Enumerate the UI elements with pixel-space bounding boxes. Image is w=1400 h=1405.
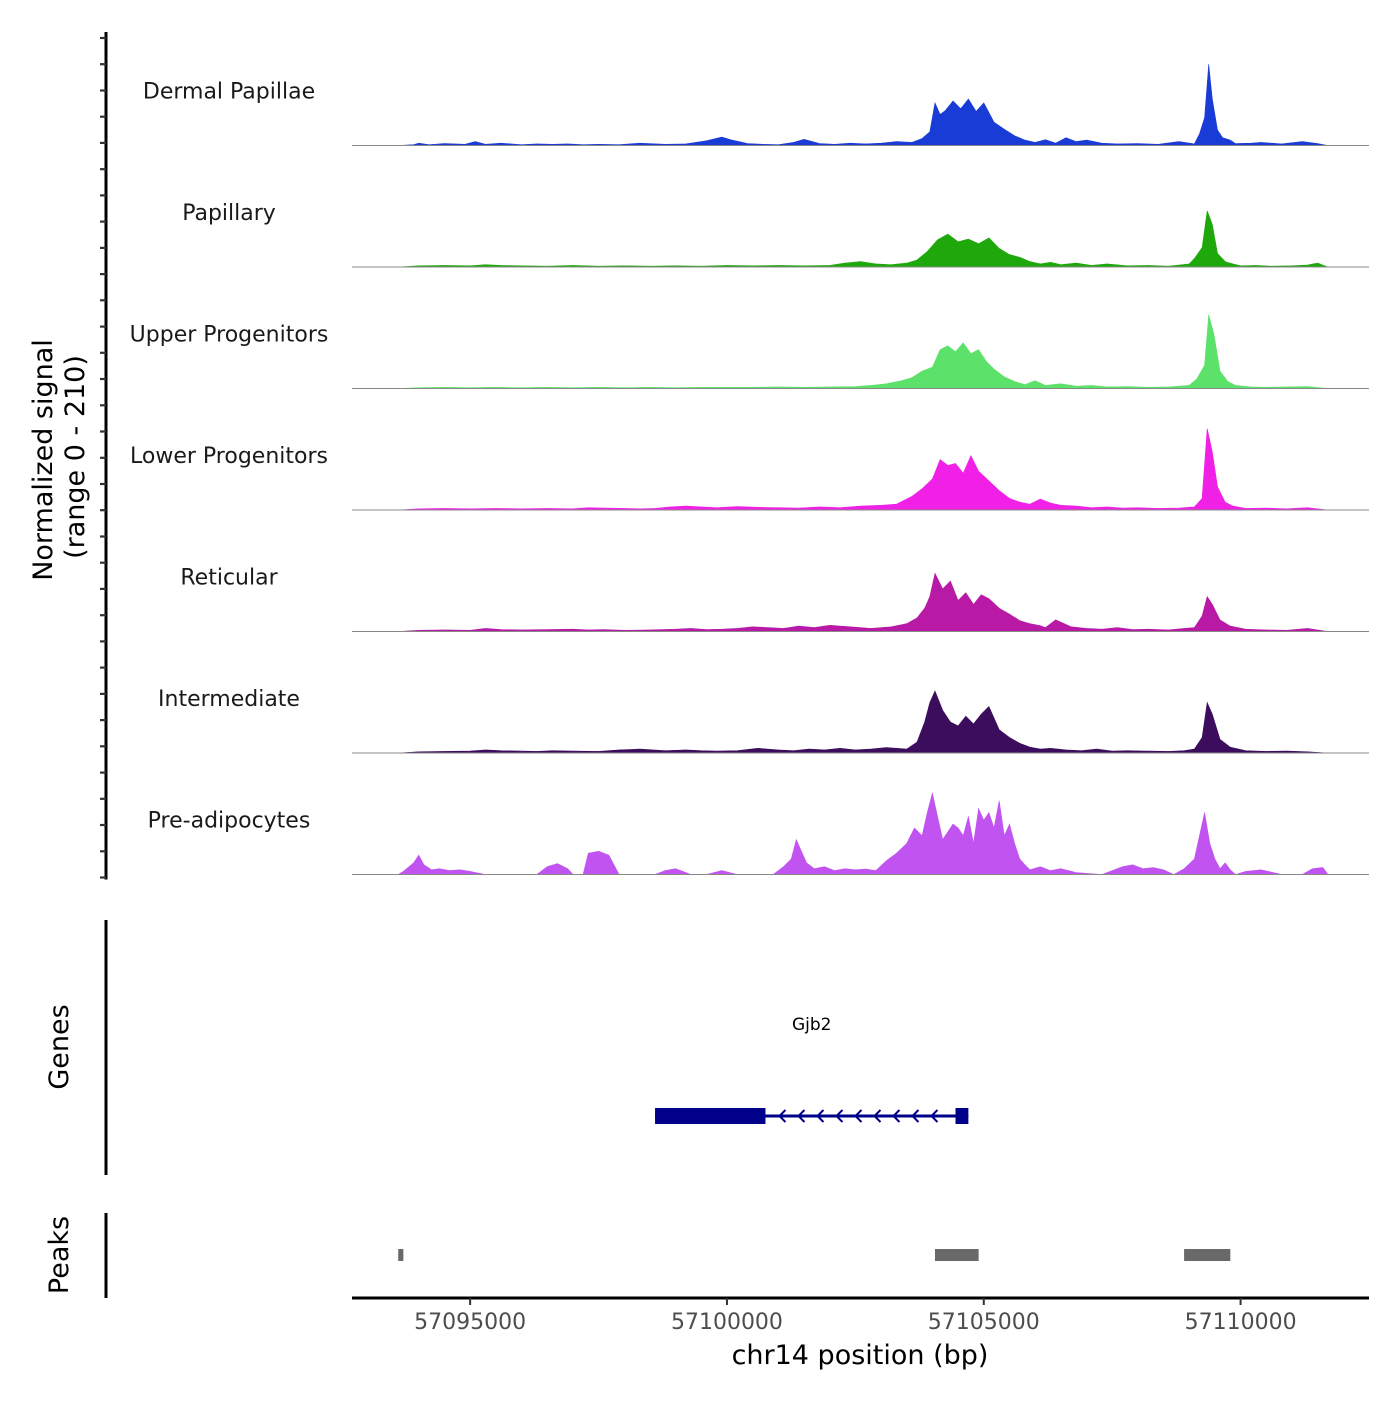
track-label-upper-progenitors: Upper Progenitors <box>130 323 329 348</box>
gene-exon-gjb2-1 <box>655 1108 766 1124</box>
coverage-area-dermal-papillae <box>398 64 1328 146</box>
genes-track-label: Genes <box>44 1004 75 1089</box>
coverage-axis <box>100 32 108 880</box>
gene-strand-arrow <box>797 1109 806 1123</box>
coverage-area-pre-adipocytes <box>397 793 1329 875</box>
track-intermediate: Intermediate <box>158 687 1369 754</box>
track-label-pre-adipocytes: Pre-adipocytes <box>148 809 311 834</box>
coverage-area-reticular <box>398 572 1328 632</box>
gene-strand-arrow <box>930 1109 939 1123</box>
track-label-intermediate: Intermediate <box>158 687 300 712</box>
gene-strand-arrow <box>911 1109 920 1123</box>
gene-exon-gjb2-2 <box>955 1108 969 1124</box>
x-tick-label: 57105000 <box>928 1310 1040 1335</box>
track-label-reticular: Reticular <box>180 566 278 591</box>
track-label-papillary: Papillary <box>182 201 276 226</box>
gene-name-gjb2: Gjb2 <box>792 1015 832 1035</box>
track-papillary: Papillary <box>182 201 1369 268</box>
x-tick-label: 57100000 <box>671 1310 783 1335</box>
x-tick-label: 57110000 <box>1185 1310 1297 1335</box>
track-pre-adipocytes: Pre-adipocytes <box>148 793 1369 875</box>
x-tick-label: 57095000 <box>414 1310 526 1335</box>
gene-track: Gjb2 <box>655 1015 969 1124</box>
gene-strand-arrow <box>778 1109 787 1123</box>
gene-strand-arrow <box>873 1109 882 1123</box>
peak-region-2 <box>934 1249 979 1261</box>
track-label-lower-progenitors: Lower Progenitors <box>130 444 328 469</box>
gene-strand-arrow <box>816 1109 825 1123</box>
coverage-area-papillary <box>398 210 1329 268</box>
coverage-area-intermediate <box>398 690 1328 754</box>
gene-strand-arrow <box>835 1109 844 1123</box>
track-lower-progenitors: Lower Progenitors <box>130 428 1369 511</box>
coverage-area-lower-progenitors <box>398 428 1328 511</box>
track-dermal-papillae: Dermal Papillae <box>143 64 1369 146</box>
coverage-y-title-line1: Normalized signal <box>28 339 59 581</box>
coverage-y-title-line2: (range 0 - 210) <box>60 355 91 559</box>
peak-track <box>398 1249 1231 1261</box>
peak-region-3 <box>1184 1249 1231 1261</box>
coverage-area-upper-progenitors <box>398 314 1328 389</box>
track-upper-progenitors: Upper Progenitors <box>130 314 1369 389</box>
gene-strand-arrow <box>854 1109 863 1123</box>
gene-strand-arrow <box>892 1109 901 1123</box>
track-reticular: Reticular <box>180 566 1369 632</box>
peak-region-1 <box>398 1249 404 1261</box>
coverage-tracks: Dermal Papillae Papillary Upper Progenitor… <box>130 64 1369 875</box>
peaks-track-label: Peaks <box>44 1216 75 1294</box>
x-axis-title: chr14 position (bp) <box>732 1340 989 1371</box>
track-label-dermal-papillae: Dermal Papillae <box>143 80 315 105</box>
x-axis: 57095000 57100000 57105000 57110000 <box>414 1298 1297 1335</box>
